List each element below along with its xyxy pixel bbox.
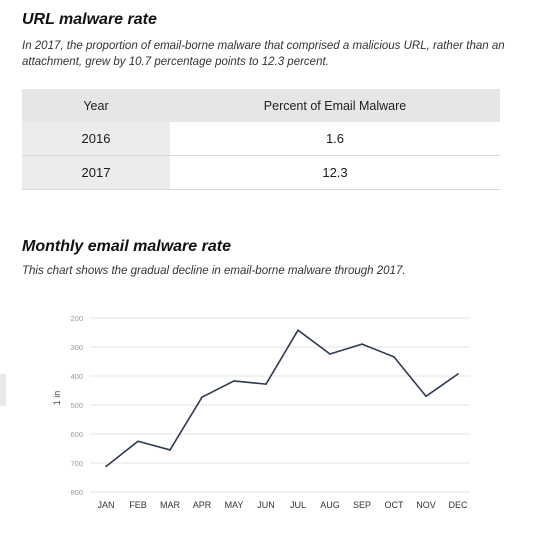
data-point [297,329,299,331]
data-point [137,440,139,443]
column-header-year: Year [22,89,170,122]
x-tick-label: JUL [290,500,306,510]
table-row: 2016 1.6 [22,122,500,156]
y-tick-label: 200 [70,314,83,323]
chart-title: Monthly email malware rate [22,238,231,255]
data-point [329,353,331,355]
data-point [425,395,427,398]
table-description: In 2017, the proportion of email-borne m… [22,40,505,68]
y-tick-label: 300 [70,343,83,352]
y-tick-label: 800 [70,488,83,497]
x-tick-label: OCT [385,500,405,510]
table-cell-year: 2017 [22,155,170,190]
data-point [361,343,363,345]
series-line [105,329,459,468]
table-header-row: Year Percent of Email Malware [22,89,500,122]
left-edge-divider [0,374,6,406]
x-axis-ticks: JAN FEB MAR APR MAY JUN JUL AUG SEP OCT NOV DEC [97,500,468,510]
y-tick-label: 600 [70,430,83,439]
y-tick-label: 700 [70,459,83,468]
x-tick-label: MAR [160,500,181,510]
x-tick-label: NOV [416,500,436,510]
table-cell-percent: 12.3 [170,155,500,190]
data-point [169,449,171,451]
y-tick-label: 400 [70,372,83,381]
x-tick-label: MAY [225,500,244,510]
table-cell-percent: 1.6 [170,122,500,156]
x-tick-label: FEB [129,500,147,510]
table-title: URL malware rate [22,11,157,28]
x-tick-label: AUG [320,500,340,510]
y-tick-label: 500 [70,401,83,410]
data-point [393,356,395,358]
x-tick-label: JAN [97,500,114,510]
x-tick-label: JUN [257,500,275,510]
chart-grid [90,317,470,493]
x-tick-label: DEC [448,500,468,510]
chart-description: This chart shows the gradual decline in … [22,265,406,277]
data-point [233,380,235,382]
table-row: 2017 12.3 [22,155,500,190]
data-point [457,373,459,375]
y-axis-ticks: 200 300 400 500 600 700 800 [70,314,83,497]
data-point [105,465,107,468]
data-point [265,383,267,385]
table-cell-year: 2016 [22,122,170,156]
malware-rate-table: Year Percent of Email Malware 2016 1.6 2… [22,89,500,190]
y-axis-label: 1 in [52,391,62,406]
x-tick-label: SEP [353,500,371,510]
x-tick-label: APR [193,500,212,510]
data-point [201,396,203,398]
data-points [105,329,459,468]
column-header-percent: Percent of Email Malware [170,89,500,122]
